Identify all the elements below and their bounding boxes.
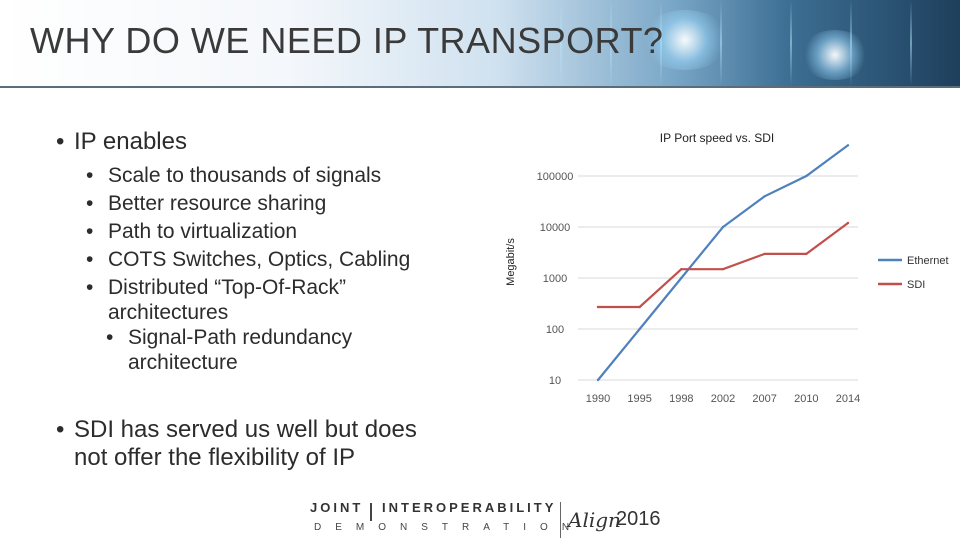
y-tick-label: 10000: [540, 222, 571, 234]
logo-demonstration: DEMONSTRATION: [314, 522, 584, 533]
logo-separator: [370, 503, 372, 521]
sub-bullet-continuation: architecture: [128, 352, 486, 374]
sub-bullet-text: Better resource sharing: [108, 192, 327, 215]
legend-label-ethernet: Ethernet: [907, 255, 949, 267]
bullet-dot-icon: •: [86, 220, 94, 243]
y-tick-label: 1000: [543, 273, 567, 285]
logo-interop: INTEROPERABILITY: [382, 500, 557, 515]
sub-bullet-text: COTS Switches, Optics, Cabling: [108, 248, 411, 271]
logo-year: 2016: [616, 508, 661, 530]
fiber-glow: [640, 10, 730, 70]
bullet-dot-icon: •: [56, 416, 65, 443]
bullet-text: SDI has served us well but does: [74, 416, 417, 443]
slide-title: WHY DO WE NEED IP TRANSPORT?: [30, 20, 664, 61]
bullet-main: • IP enables: [56, 128, 486, 156]
data-point-ethernet: [680, 276, 683, 280]
sub-bullet: • Signal-Path redundancy: [106, 324, 486, 352]
fiber-strand: [610, 0, 612, 86]
fiber-strand: [910, 0, 912, 86]
sub-bullet: • Scale to thousands of signals: [86, 162, 486, 190]
data-point-ethernet: [721, 225, 725, 229]
sub-bullet-text: architecture: [128, 351, 238, 374]
series-line-ethernet: [597, 144, 849, 381]
x-tick-label: 2007: [752, 393, 776, 405]
y-tick-label: 100000: [537, 171, 574, 183]
chart-title: IP Port speed vs. SDI: [660, 131, 775, 145]
footer-logo: JOINT INTEROPERABILITY DEMONSTRATION Ali…: [310, 500, 670, 542]
sub-bullet-continuation: architectures: [108, 302, 486, 324]
x-tick-label: 2002: [711, 393, 735, 405]
sub-bullet-text: architectures: [108, 301, 229, 324]
data-point-sdi: [805, 252, 808, 256]
ip-vs-sdi-chart: IP Port speed vs. SDI 10 100 1000 10000 10000…: [505, 131, 949, 405]
data-point-sdi: [680, 268, 683, 271]
sub-bullet-text: Scale to thousands of signals: [108, 164, 382, 187]
data-point-sdi: [721, 268, 725, 271]
y-tick-label: 10: [549, 375, 561, 387]
sub-bullet: • COTS Switches, Optics, Cabling: [86, 246, 486, 274]
logo-joint: JOINT: [310, 500, 364, 515]
bullet-main-2: • SDI has served us well but does not off…: [56, 416, 486, 472]
x-tick-label: 1998: [669, 393, 693, 405]
x-tick-label: 2014: [836, 393, 860, 405]
bullet-text: IP enables: [74, 128, 187, 155]
logo-align: Align: [568, 508, 621, 532]
data-point-ethernet: [638, 327, 641, 331]
bullet-dot-icon: •: [56, 128, 65, 155]
fiber-strand: [790, 0, 792, 86]
sub-bullet-list-2: • Signal-Path redundancy architecture: [106, 324, 486, 374]
sub-bullet: • Distributed “Top-Of-Rack”: [86, 274, 486, 302]
x-tick-label: 1995: [627, 393, 651, 405]
bullet-text: not offer the flexibility of IP: [74, 444, 356, 471]
sub-bullet-text: Signal-Path redundancy: [128, 326, 353, 349]
bullet-dot-icon: •: [106, 326, 114, 349]
fiber-strand: [560, 0, 562, 86]
data-point-ethernet: [846, 144, 850, 147]
data-point-sdi: [596, 305, 600, 309]
fiber-glow: [800, 30, 870, 80]
sub-bullet-list: • Scale to thousands of signals • Better r…: [86, 162, 486, 324]
x-tick-label: 2010: [794, 393, 818, 405]
sub-bullet: • Path to virtualization: [86, 218, 486, 246]
header-banner: WHY DO WE NEED IP TRANSPORT?: [0, 0, 960, 86]
logo-divider: [560, 502, 561, 538]
x-tick-label: 1990: [586, 393, 610, 405]
y-axis-label: Megabit/s: [505, 238, 517, 286]
bullet-dot-icon: •: [86, 248, 94, 271]
series-line-sdi: [598, 222, 849, 309]
header-divider: [0, 86, 960, 88]
bullet-dot-icon: •: [86, 192, 94, 215]
sub-bullet-text: Path to virtualization: [108, 220, 298, 243]
data-point-ethernet: [805, 174, 808, 178]
data-point-sdi: [763, 252, 766, 256]
data-point-ethernet: [763, 195, 766, 198]
bullet-list: • IP enables • Scale to thousands of sign…: [56, 128, 486, 374]
bullet-dot-icon: •: [86, 276, 94, 299]
data-point-ethernet: [596, 378, 600, 382]
data-point-sdi: [846, 221, 850, 225]
bullet-dot-icon: •: [86, 164, 94, 187]
legend-label-sdi: SDI: [907, 279, 925, 291]
sub-bullet: • Better resource sharing: [86, 190, 486, 218]
data-point-sdi: [638, 305, 641, 309]
y-tick-label: 100: [546, 324, 564, 336]
sub-bullet-text: Distributed “Top-Of-Rack”: [108, 276, 347, 299]
